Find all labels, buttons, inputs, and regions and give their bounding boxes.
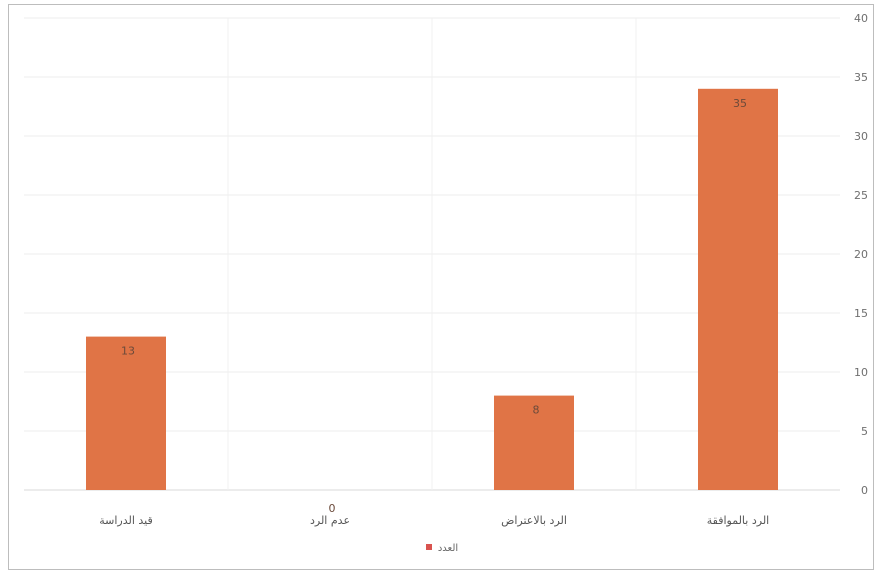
y-tick-label: 30	[854, 130, 868, 143]
y-tick-label: 35	[854, 71, 868, 84]
category-label: الرد بالاعتراض	[501, 514, 567, 527]
bar-1	[698, 88, 778, 491]
labels-layer: 0 5 10 15 20 25 30 35 40 35 الرد بالموافقة 8 الرد با…	[99, 12, 868, 527]
data-label: 35	[733, 97, 747, 110]
category-label: عدم الرد	[310, 514, 350, 527]
y-tick-label: 15	[854, 307, 868, 320]
legend-label: العدد	[438, 543, 458, 554]
y-tick-label: 40	[854, 12, 868, 25]
category-label: الرد بالموافقة	[707, 514, 769, 527]
data-label: 13	[121, 345, 135, 358]
data-label: 8	[533, 404, 540, 417]
data-label: 0	[329, 502, 336, 515]
y-tick-label: 0	[861, 484, 868, 497]
legend: العدد	[426, 543, 458, 554]
bar-2	[494, 395, 574, 490]
y-tick-label: 5	[861, 425, 868, 438]
category-label: قيد الدراسة	[99, 514, 153, 527]
bars-layer	[86, 88, 778, 491]
y-tick-label: 20	[854, 248, 868, 261]
legend-marker	[426, 544, 432, 550]
bar-4	[86, 336, 166, 490]
y-tick-label: 25	[854, 189, 868, 202]
y-tick-label: 10	[854, 366, 868, 379]
